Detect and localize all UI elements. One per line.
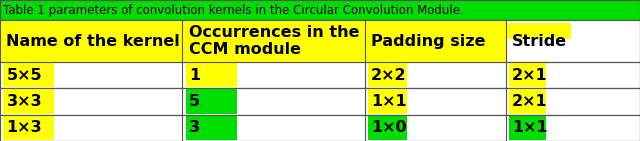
Bar [0,88,640,115]
Text: 1×1: 1×1 [371,94,407,109]
Text: Occurrences in the
CCM module: Occurrences in the CCM module [189,25,359,57]
Text: 1: 1 [189,68,200,83]
Bar [368,116,408,140]
Bar [0,62,640,88]
Text: 1×0: 1×0 [371,120,407,135]
Text: Padding size: Padding size [371,34,486,49]
Bar [509,116,547,140]
Bar [368,89,408,114]
Bar [186,63,237,87]
Bar [186,89,237,114]
Text: 5: 5 [189,94,200,109]
Bar [186,116,237,140]
Bar [0,20,640,62]
Text: 5×5: 5×5 [6,68,42,83]
Bar [368,63,408,87]
Text: 2×1: 2×1 [512,94,548,109]
Text: 1×3: 1×3 [6,120,42,135]
Text: 1×1: 1×1 [512,120,548,135]
Bar [3,89,54,114]
Bar [509,89,547,114]
Bar [509,63,547,87]
Text: 3: 3 [189,120,200,135]
Bar [0,0,640,20]
Bar [506,23,571,39]
Bar [0,115,640,141]
Text: 3×3: 3×3 [6,94,42,109]
Text: Stride: Stride [512,34,567,49]
Bar [182,20,365,62]
Bar [3,63,54,87]
Bar [3,116,54,140]
Text: 2×1: 2×1 [512,68,548,83]
Text: 2×2: 2×2 [371,68,407,83]
Text: Table 1 parameters of convolution kernels in the Circular Convolution Module.: Table 1 parameters of convolution kernel… [3,4,464,17]
Text: Name of the kernel: Name of the kernel [6,34,180,49]
Bar [0,20,182,62]
Bar [365,20,506,62]
